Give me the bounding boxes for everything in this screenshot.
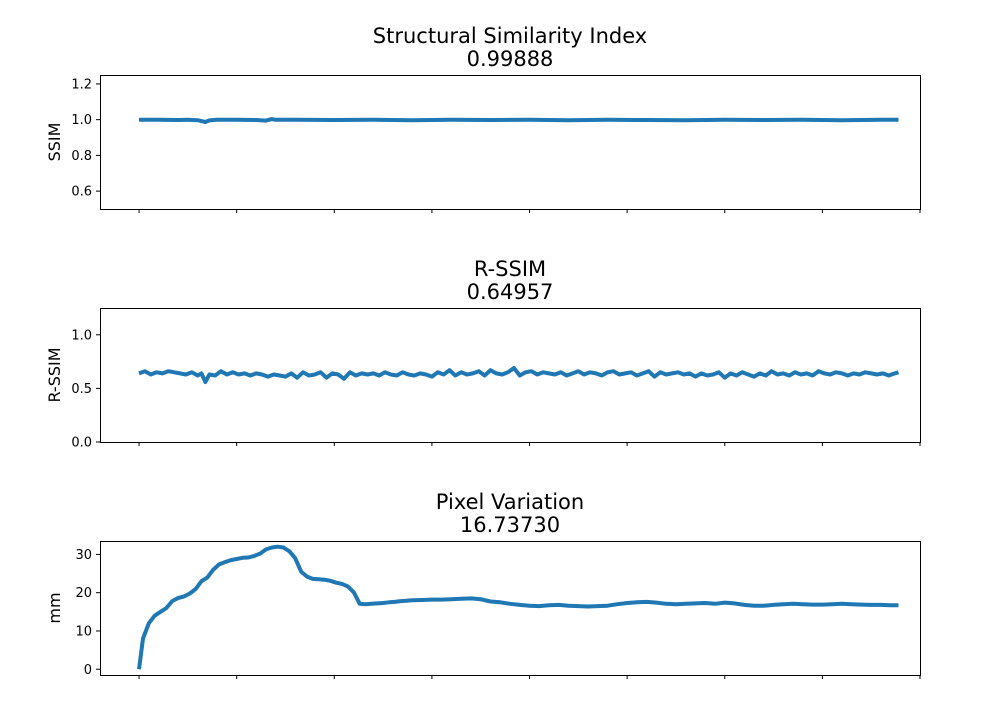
- rssim-series-line: [138, 366, 900, 384]
- pixel-variation-y-tick-label: 20: [75, 586, 92, 601]
- ssim-ticks: 0.6 0.8 1.0 1.2: [71, 77, 921, 213]
- ssim-y-tick-label: 0.6: [71, 185, 92, 200]
- ssim-subplot: Structural Similarity Index 0.99888 SSIM…: [45, 24, 921, 213]
- pixel-variation-y-tick-label: 30: [75, 548, 92, 563]
- rssim-y-tick-label: 0.0: [71, 436, 92, 451]
- pixel-variation-series-line: [137, 544, 899, 670]
- pixel-variation-axes-frame: [100, 541, 921, 676]
- pixel-variation-y-tick-label: 10: [75, 624, 92, 639]
- pixel-variation-ticks: 0 10 20 30: [75, 548, 921, 679]
- pixel-variation-score: 16.73730: [460, 513, 560, 537]
- rssim-ylabel: R-SSIM: [45, 347, 64, 402]
- rssim-y-tick-label: 1.0: [71, 328, 92, 343]
- pixel-variation-ylabel: mm: [45, 592, 64, 623]
- pixel-variation-y-tick-label: 0: [84, 663, 92, 678]
- pixel-variation-title: Pixel Variation: [436, 490, 584, 514]
- ssim-ylabel: SSIM: [45, 123, 64, 162]
- ssim-y-tick-label: 1.0: [71, 113, 92, 128]
- ssim-title: Structural Similarity Index: [373, 24, 647, 48]
- rssim-title: R-SSIM: [474, 257, 546, 281]
- ssim-score: 0.99888: [467, 47, 554, 71]
- pixel-variation-subplot: Pixel Variation 16.73730 mm 0 10 20 30: [45, 490, 921, 679]
- rssim-score: 0.64957: [467, 280, 554, 304]
- rssim-subplot: R-SSIM 0.64957 R-SSIM 0.0 0.5 1.0: [45, 257, 921, 451]
- rssim-ticks: 0.0 0.5 1.0: [71, 328, 921, 451]
- ssim-y-tick-label: 1.2: [71, 77, 92, 92]
- ssim-series-line: [138, 117, 899, 124]
- ssim-y-tick-label: 0.8: [71, 149, 92, 164]
- rssim-y-tick-label: 0.5: [71, 382, 92, 397]
- rssim-axes-frame: [100, 308, 921, 443]
- ssim-axes-frame: [100, 75, 921, 210]
